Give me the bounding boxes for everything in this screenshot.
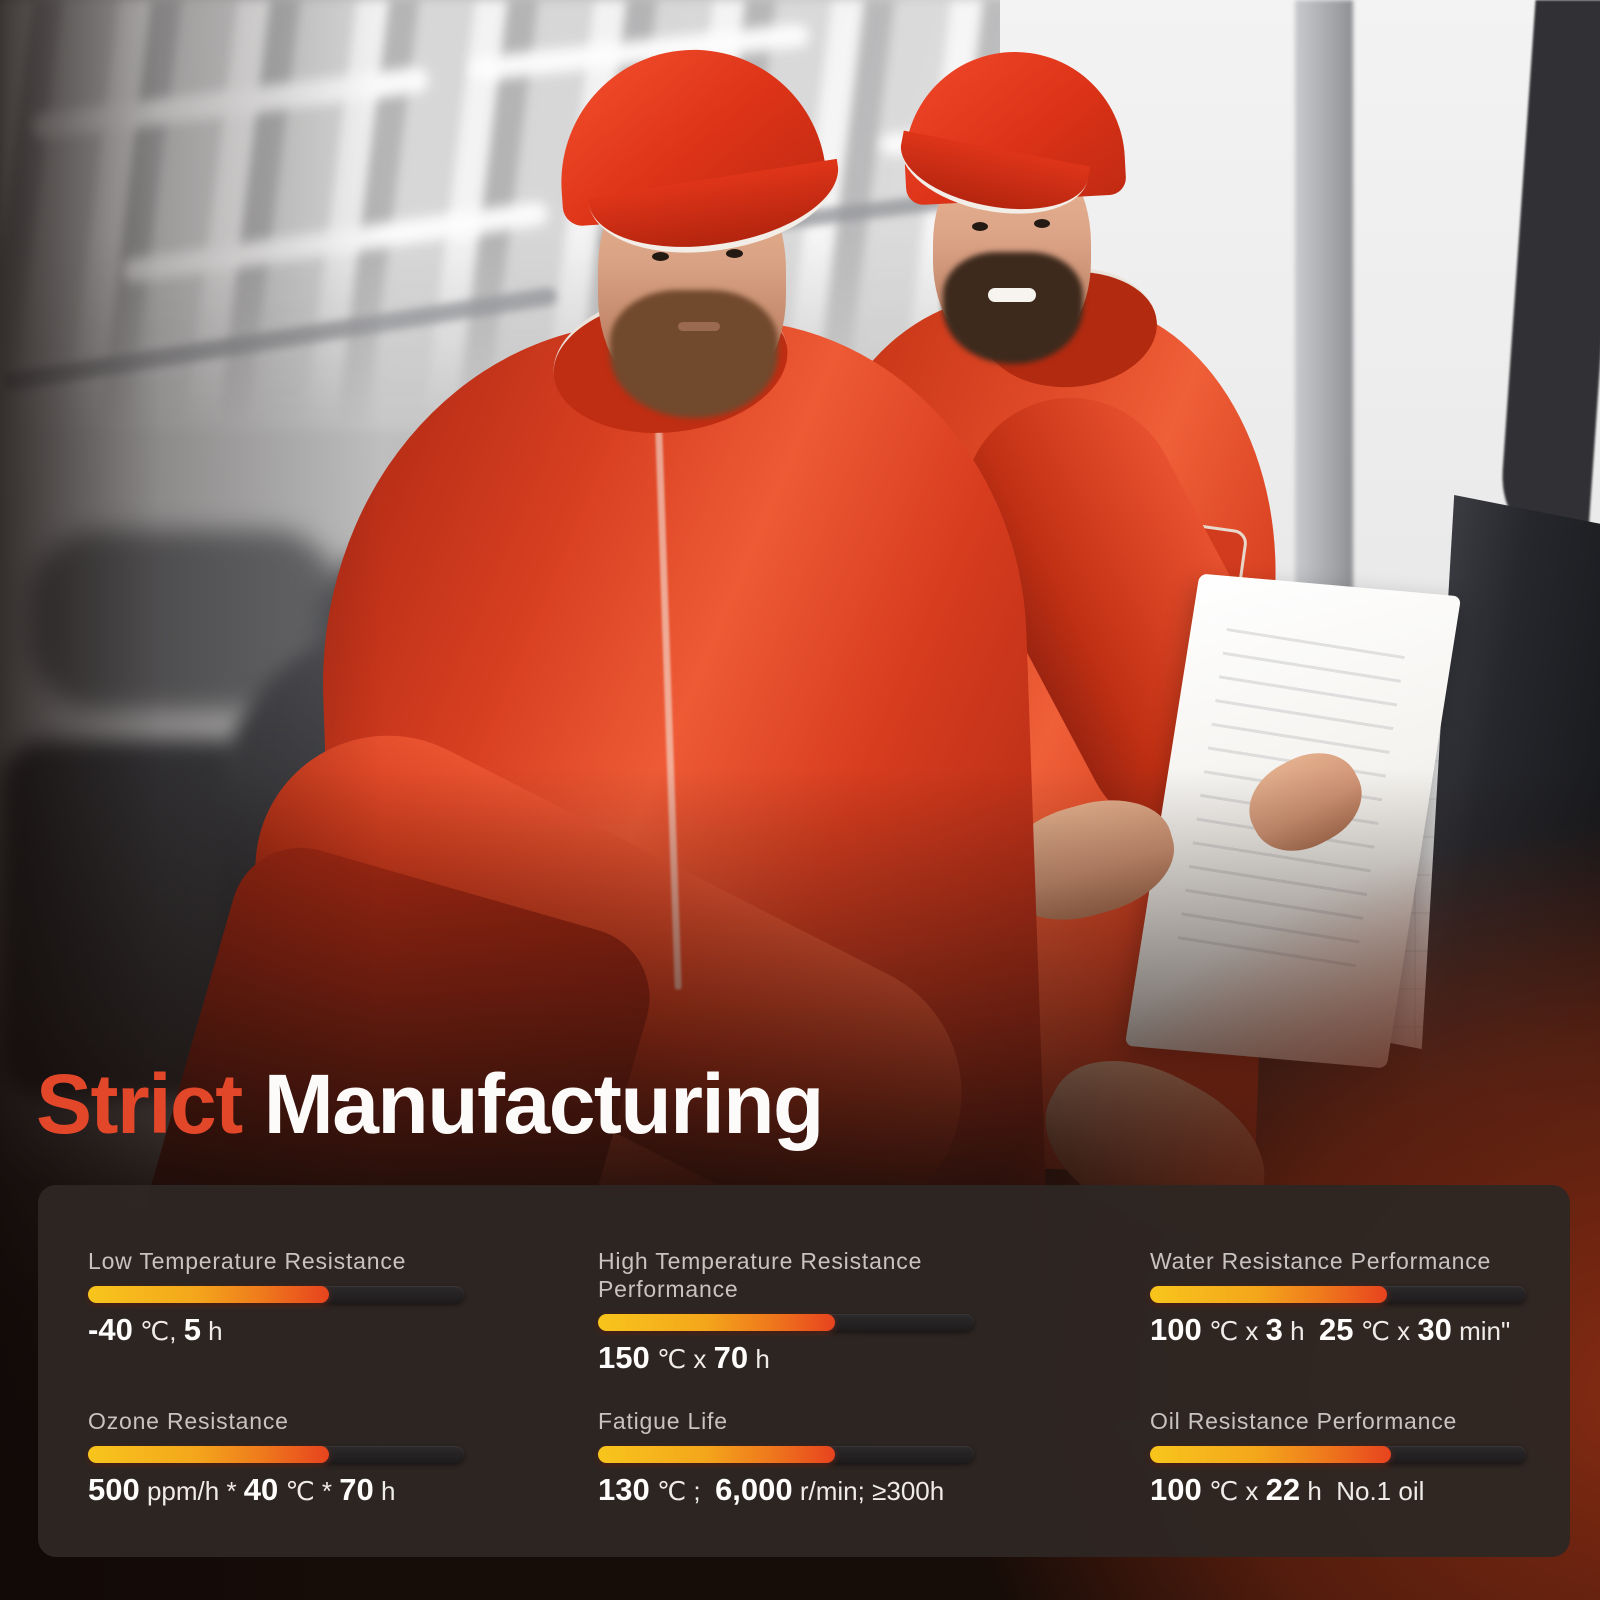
spec-value: 130 ℃ ; 6,000 r/min; ≥300h — [598, 1472, 1018, 1514]
spec-bar-fill — [88, 1446, 329, 1463]
spec-value-unit: h — [1282, 1316, 1319, 1346]
spec-bar-track — [1150, 1286, 1526, 1303]
spec-value-unit: ℃ ; — [649, 1476, 716, 1506]
spec-value-number: 5 — [183, 1312, 201, 1347]
spec-label: High Temperature Resistance Performance — [598, 1248, 923, 1302]
smile — [988, 288, 1036, 302]
spec-value-number: 6,000 — [715, 1472, 793, 1507]
eye — [1034, 219, 1050, 228]
spec-value-unit: r/min; ≥300h — [792, 1476, 945, 1506]
spec-value-number: 100 — [1150, 1472, 1202, 1507]
spec-bar-fill — [88, 1286, 329, 1303]
spec-value-number: 40 — [243, 1472, 279, 1507]
spec-label: Water Resistance Performance — [1150, 1248, 1492, 1274]
title-rest: Manufacturing — [263, 1057, 825, 1151]
spec-value-number: 25 — [1319, 1312, 1354, 1347]
spec-value-unit: ℃, — [132, 1316, 184, 1346]
spec-bar-fill — [1150, 1446, 1391, 1463]
spec-bar-fill — [598, 1314, 835, 1331]
spec-value-unit: ℃ * — [278, 1476, 340, 1506]
eye — [726, 249, 743, 258]
spec-value-unit: ℃ x — [1201, 1316, 1266, 1346]
spec-bar-track — [88, 1286, 464, 1303]
spec-bar-track — [598, 1314, 974, 1331]
spec-value-unit: h — [748, 1344, 770, 1374]
spec-value-number: 70 — [339, 1472, 374, 1507]
spec-item: Fatigue Life 130 ℃ ; 6,000 r/min; ≥300h — [598, 1407, 1018, 1514]
spec-value-number: 3 — [1265, 1312, 1283, 1347]
spec-value: 100 ℃ x 3 h 25 ℃ x 30 min" — [1150, 1312, 1570, 1354]
spec-value-unit: h — [200, 1316, 223, 1346]
spec-value-number: 130 — [598, 1472, 650, 1507]
title-accent: Strict — [36, 1057, 243, 1151]
beard — [943, 252, 1083, 364]
spec-value-number: 100 — [1150, 1312, 1202, 1347]
spec-value-unit: ℃ x — [1201, 1476, 1266, 1506]
spec-value-unit: h No.1 oil — [1300, 1476, 1425, 1506]
spec-value-unit: min" — [1451, 1316, 1511, 1346]
spec-item: Low Temperature Resistance -40 ℃, 5 h — [88, 1247, 508, 1354]
spec-value-number: 70 — [713, 1340, 749, 1375]
spec-item: Ozone Resistance 500 ppm/h * 40 ℃ * 70 h — [88, 1407, 508, 1514]
specs-panel: Low Temperature Resistance -40 ℃, 5 h High… — [38, 1185, 1570, 1557]
spec-label: Low Temperature Resistance — [88, 1248, 407, 1274]
spec-value-number: 22 — [1265, 1472, 1301, 1507]
specs-grid: Low Temperature Resistance -40 ℃, 5 h High… — [38, 1185, 1570, 1557]
spec-value-number: 30 — [1417, 1312, 1452, 1347]
page-title: Strict Manufacturing — [36, 1062, 824, 1146]
spec-value-number: 500 — [88, 1472, 140, 1507]
spec-bar-track — [1150, 1446, 1526, 1463]
spec-bar-fill — [598, 1446, 835, 1463]
spec-bar-track — [598, 1446, 974, 1463]
spec-label: Oil Resistance Performance — [1150, 1408, 1458, 1434]
spec-value-number: -40 — [88, 1312, 133, 1347]
spec-item: Water Resistance Performance 100 ℃ x 3 h … — [1150, 1247, 1570, 1354]
eye — [652, 252, 669, 261]
spec-value-unit: h — [373, 1476, 396, 1506]
beard — [610, 290, 778, 418]
spec-label: Ozone Resistance — [88, 1408, 289, 1434]
spec-item: Oil Resistance Performance 100 ℃ x 22 h N… — [1150, 1407, 1570, 1514]
spec-value: -40 ℃, 5 h — [88, 1312, 508, 1354]
spec-value: 100 ℃ x 22 h No.1 oil — [1150, 1472, 1570, 1514]
spec-label: Fatigue Life — [598, 1408, 728, 1434]
spec-bar-fill — [1150, 1286, 1387, 1303]
spec-value-number: 150 — [598, 1340, 650, 1375]
eye — [972, 222, 988, 231]
mouth — [678, 322, 720, 331]
spec-value-unit: ppm/h * — [139, 1476, 244, 1506]
spec-value-unit: ℃ x — [649, 1344, 714, 1374]
spec-value: 500 ppm/h * 40 ℃ * 70 h — [88, 1472, 508, 1514]
spec-value: 150 ℃ x 70 h — [598, 1340, 1018, 1382]
spec-item: High Temperature Resistance Performance 1… — [598, 1247, 1018, 1382]
spec-bar-track — [88, 1446, 464, 1463]
spec-value-unit: ℃ x — [1353, 1316, 1418, 1346]
